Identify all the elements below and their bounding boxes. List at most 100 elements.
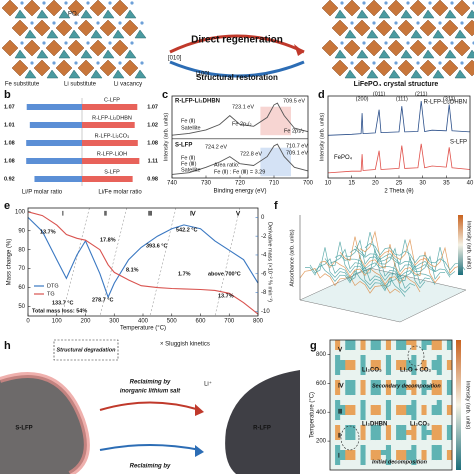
heat-cell: [380, 345, 387, 351]
heat-cell: [416, 360, 422, 366]
heat-cell: [391, 350, 397, 356]
heat-cell: [396, 410, 402, 416]
annotation: 722.8 eV: [240, 151, 262, 157]
diagram-text: S-LFP: [15, 426, 32, 432]
heat-cell: [411, 395, 417, 401]
tetrahedron: [24, 29, 37, 39]
annotation: 13.7%: [40, 229, 56, 235]
heat-cell: [441, 355, 448, 361]
octahedron: [321, 39, 339, 57]
heat-cell: [411, 360, 417, 366]
heat-cell: [446, 465, 453, 471]
heat-cell: [401, 340, 407, 346]
heat-cell: [401, 375, 407, 381]
li-atom: [118, 61, 122, 65]
tetrahedron: [366, 69, 379, 79]
heat-cell: [441, 430, 448, 436]
li-atom: [64, 41, 68, 45]
category-label: R-LFP-Li₂DHBN: [92, 115, 132, 121]
heat-cell: [396, 355, 402, 361]
heat-cell: [335, 360, 341, 366]
heat-cell: [365, 355, 371, 361]
heat-cell: [355, 370, 361, 376]
heat-cell: [441, 340, 448, 346]
heat-cell: [345, 340, 351, 346]
octahedron: [375, 19, 393, 37]
heat-cell: [340, 410, 346, 416]
heat-cell: [426, 410, 432, 416]
heat-cell: [416, 405, 422, 411]
heat-cell: [370, 390, 377, 396]
x-axis-label: Temperature (°C): [120, 326, 166, 332]
li-atom: [362, 41, 366, 45]
heat-cell: [436, 445, 443, 451]
heat-cell: [360, 350, 366, 356]
heat-cell: [431, 370, 438, 376]
heat-cell: [421, 415, 427, 421]
li-atom: [428, 1, 432, 5]
heat-cell: [365, 415, 371, 421]
heat-cell: [335, 415, 341, 421]
heat-cell: [385, 425, 392, 431]
heat-cell: [411, 430, 417, 436]
heat-cell: [431, 380, 438, 386]
heat-cell: [436, 435, 443, 441]
octahedron: [397, 59, 415, 77]
heat-cell: [330, 460, 336, 466]
heat-cell: [330, 435, 336, 441]
y2-axis-label: Derivative mass (×10⁻² % min⁻¹): [267, 222, 273, 302]
peak-label: (200): [356, 97, 369, 103]
heat-cell: [406, 400, 412, 406]
heat-cell: [441, 380, 448, 386]
heat-cell: [350, 345, 356, 351]
heat-cell: [441, 445, 448, 451]
heat-cell: [335, 445, 341, 451]
octahedron: [67, 39, 85, 57]
heat-cell: [411, 355, 417, 361]
heat-cell: [431, 345, 438, 351]
heat-cell: [345, 360, 351, 366]
tetrahedron: [388, 69, 401, 79]
heat-cell: [421, 350, 427, 356]
value-label: 0.98: [147, 176, 158, 182]
heat-cell: [385, 365, 392, 371]
octahedron: [55, 59, 73, 77]
heat-cell: [436, 380, 443, 386]
surface-line: [364, 242, 466, 271]
heat-cell: [391, 465, 397, 471]
heat-cell: [335, 450, 341, 456]
heat-cell: [365, 455, 371, 461]
annotation: 1.7%: [178, 271, 191, 277]
heat-cell: [355, 415, 361, 421]
heat-cell: [391, 345, 397, 351]
x-axis-label: Binding energy (eV): [213, 189, 266, 195]
tetrahedron: [68, 29, 81, 39]
heat-cell: [416, 385, 422, 391]
heat-cell: [375, 435, 382, 441]
heat-cell: [350, 380, 356, 386]
heat-cell: [360, 400, 366, 406]
header-text: PO₄: [68, 12, 80, 18]
octahedron: [321, 0, 339, 17]
y2-tick-label: -8: [261, 290, 267, 296]
heat-cell: [380, 465, 387, 471]
peak-label: (211): [415, 92, 428, 98]
heat-cell: [330, 400, 336, 406]
heat-cell: [375, 440, 382, 446]
tetrahedron: [102, 9, 115, 19]
heat-cell: [401, 460, 407, 466]
heat-cell: [401, 385, 407, 391]
highlight: [340, 425, 360, 451]
heat-cell: [375, 355, 382, 361]
heat-cell: [375, 420, 382, 426]
heat-cell: [385, 440, 392, 446]
heat-cell: [385, 405, 392, 411]
heat-cell: [345, 375, 351, 381]
heat-cell: [426, 380, 432, 386]
heat-cell: [431, 460, 438, 466]
octahedron: [453, 0, 471, 17]
heat-cell: [380, 405, 387, 411]
annotation: Li₂CO₃: [362, 368, 382, 374]
octahedron: [55, 19, 73, 37]
heat-cell: [441, 385, 448, 391]
